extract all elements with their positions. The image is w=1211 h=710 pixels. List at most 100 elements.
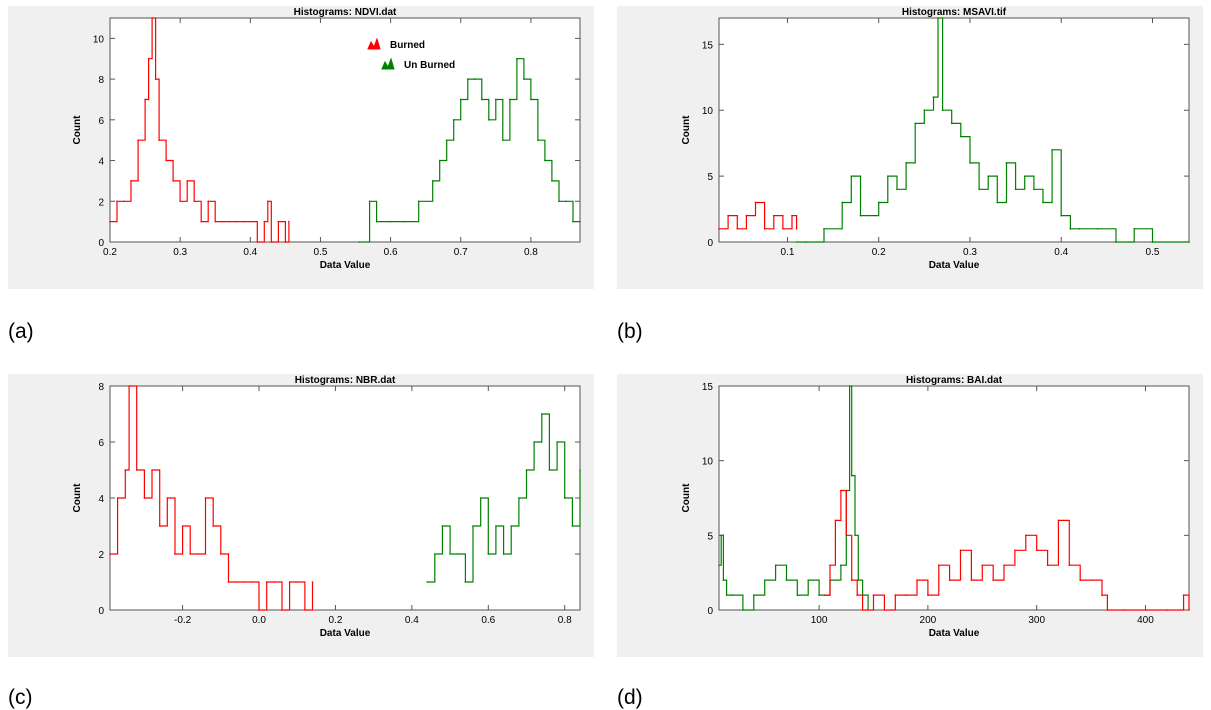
data-point xyxy=(1182,594,1185,596)
data-point xyxy=(1115,241,1117,243)
x-tick-label: 0.0 xyxy=(252,615,266,626)
y-tick-label: 4 xyxy=(98,157,104,168)
data-point xyxy=(154,78,157,80)
histogram-panel-msavi: Histograms: MSAVI.tif 0.1 0.2 0.3 0.4 0.5 0 5 10… xyxy=(617,6,1203,289)
data-point xyxy=(823,228,825,230)
x-tick-label: 0.6 xyxy=(481,615,495,626)
y-tick-label: 10 xyxy=(702,106,714,117)
data-point xyxy=(981,564,984,566)
data-point xyxy=(165,159,167,162)
data-point xyxy=(745,214,748,217)
data-point xyxy=(782,228,784,230)
x-tick-label: 0.8 xyxy=(558,615,572,626)
data-point xyxy=(158,139,160,141)
data-point xyxy=(473,78,476,80)
data-point xyxy=(242,581,245,583)
data-point xyxy=(135,469,138,471)
x-tick-label: 200 xyxy=(920,615,937,626)
data-point xyxy=(742,609,744,611)
data-point xyxy=(818,594,820,596)
data-point xyxy=(130,180,132,182)
data-point xyxy=(861,609,864,611)
data-point xyxy=(235,581,237,583)
data-point xyxy=(872,594,875,596)
data-point xyxy=(796,594,799,596)
y-tick-label: 0 xyxy=(98,606,104,617)
x-tick-label: 0.2 xyxy=(328,615,342,626)
data-point xyxy=(718,228,720,230)
data-point xyxy=(495,98,497,101)
data-point xyxy=(479,497,482,499)
data-point xyxy=(753,594,755,596)
x-tick-label: 0.1 xyxy=(780,247,794,258)
data-point xyxy=(472,525,474,527)
y-tick-label: 0 xyxy=(98,238,104,249)
data-point xyxy=(841,201,844,204)
data-point xyxy=(466,78,469,80)
chart-svg: Histograms: NBR.dat -0.2 0.0 0.2 0.4 0.6 0.8 0 2… xyxy=(72,375,581,639)
data-point xyxy=(1025,534,1027,537)
data-point xyxy=(718,564,720,566)
x-tick-label: 0.4 xyxy=(243,247,257,258)
data-point xyxy=(212,525,214,527)
data-point xyxy=(523,78,525,80)
data-point xyxy=(960,135,962,138)
data-point xyxy=(923,109,926,112)
chart-svg: Histograms: MSAVI.tif 0.1 0.2 0.3 0.4 0.5 0 5 10… xyxy=(681,7,1190,271)
series-line-1 xyxy=(359,58,580,243)
data-point xyxy=(736,228,739,230)
data-point xyxy=(540,413,543,415)
data-point xyxy=(235,220,238,223)
data-point xyxy=(970,579,973,581)
y-tick-label: 8 xyxy=(98,382,104,393)
y-tick-label: 6 xyxy=(98,116,104,127)
data-point xyxy=(214,220,217,223)
data-point xyxy=(834,519,837,522)
data-point xyxy=(109,553,111,555)
data-point xyxy=(249,220,252,223)
data-point xyxy=(452,119,455,121)
data-point xyxy=(263,220,266,223)
chart-svg: Histograms: BAI.dat 100 200 300 400 0 5 10 15 Dat… xyxy=(681,375,1190,639)
data-point xyxy=(123,200,125,203)
series-line-1 xyxy=(427,413,581,583)
x-tick-label: -0.2 xyxy=(174,615,192,626)
data-point xyxy=(358,241,360,243)
data-point xyxy=(558,200,560,203)
data-point xyxy=(1051,148,1053,151)
data-point xyxy=(480,98,483,101)
series-line-0 xyxy=(719,201,798,230)
data-point xyxy=(197,553,199,555)
data-point xyxy=(877,201,880,204)
data-point xyxy=(556,441,558,443)
data-point xyxy=(725,594,728,596)
y-tick-label: 6 xyxy=(98,438,104,449)
data-point xyxy=(829,564,831,566)
data-point xyxy=(172,180,174,182)
data-point xyxy=(200,220,202,223)
caption-d: (d) xyxy=(617,686,643,709)
x-tick-label: 300 xyxy=(1028,615,1045,626)
data-point xyxy=(987,175,990,177)
data-point xyxy=(250,581,253,583)
y-axis-label: Count xyxy=(72,115,83,145)
data-point xyxy=(785,579,788,581)
data-point xyxy=(284,241,287,243)
data-point xyxy=(417,200,420,203)
data-point xyxy=(959,549,962,552)
data-point xyxy=(854,534,856,537)
data-point xyxy=(533,441,535,443)
data-point xyxy=(850,175,853,177)
chart-svg: Histograms: NDVI.dat 0.2 0.3 0.4 0.5 0.6 0.7 0.… xyxy=(72,7,581,271)
data-point xyxy=(273,581,276,583)
x-axis-label: Data Value xyxy=(320,628,371,639)
data-point xyxy=(883,609,886,611)
data-point xyxy=(845,534,848,537)
data-point xyxy=(1057,519,1060,522)
data-point xyxy=(147,57,150,60)
data-point xyxy=(1188,609,1190,611)
y-tick-label: 0 xyxy=(707,606,713,617)
data-point xyxy=(840,489,842,492)
data-point xyxy=(304,609,306,611)
data-point xyxy=(1023,175,1026,177)
